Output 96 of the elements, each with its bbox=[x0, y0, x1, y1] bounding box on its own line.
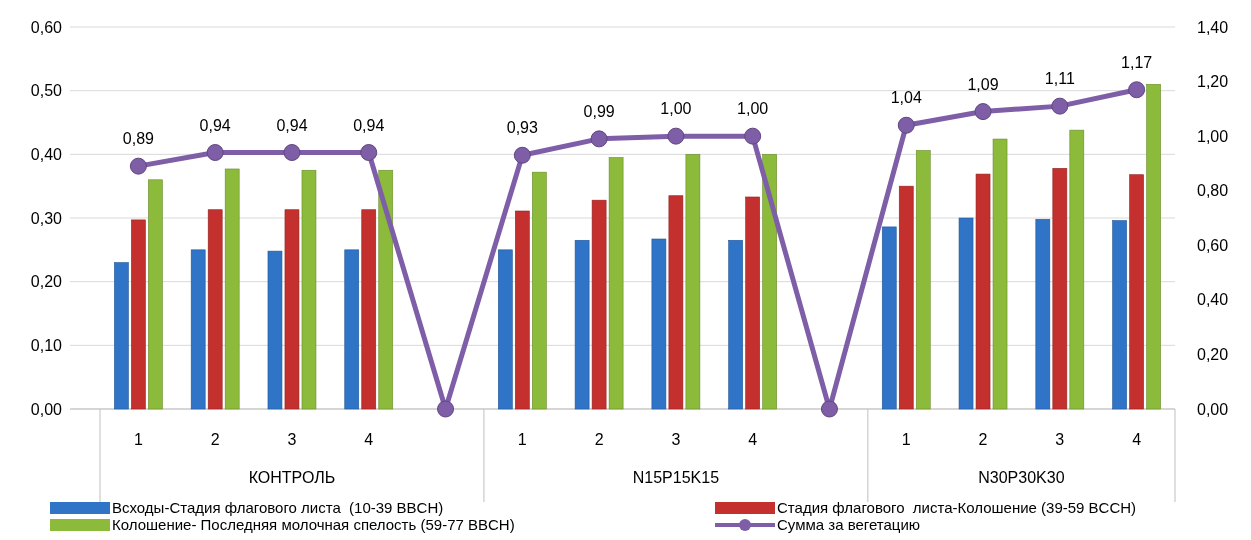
point bbox=[590, 130, 608, 148]
bar bbox=[1035, 218, 1051, 410]
data-label: 0,94 bbox=[353, 116, 385, 134]
bar bbox=[1052, 168, 1068, 410]
data-label: 1,17 bbox=[1121, 53, 1153, 71]
bar bbox=[685, 154, 701, 410]
x-tick-label: 3 bbox=[671, 431, 681, 448]
point bbox=[129, 157, 147, 175]
x-tick-label: 3 bbox=[287, 431, 297, 448]
bar bbox=[114, 262, 129, 410]
bar bbox=[608, 157, 624, 410]
point bbox=[667, 127, 685, 145]
x-tick-label: 2 bbox=[594, 431, 604, 448]
bar bbox=[651, 238, 667, 410]
text: КОНТРОЛЬ bbox=[248, 469, 336, 486]
point bbox=[283, 144, 301, 162]
bar bbox=[881, 226, 897, 410]
bar bbox=[762, 154, 777, 410]
data-label: 0,94 bbox=[199, 116, 231, 134]
legend-label: Колошение- Последняя молочная спелость (59-77 BBCH) bbox=[112, 516, 515, 534]
text: N30P30K30 bbox=[978, 469, 1065, 486]
x-tick-label: 4 bbox=[1132, 431, 1142, 448]
y-tick-label: 0,40 bbox=[30, 145, 63, 163]
bar bbox=[301, 169, 317, 410]
bar bbox=[728, 239, 743, 410]
bar bbox=[1069, 129, 1085, 410]
y-tick-label: 0,30 bbox=[30, 209, 63, 227]
point bbox=[513, 146, 531, 164]
data-label: 1,04 bbox=[890, 89, 922, 107]
bar bbox=[668, 195, 684, 410]
data-label: 1,11 bbox=[1044, 70, 1075, 88]
point bbox=[1051, 97, 1069, 115]
legend-label: Сумма за вегетацию bbox=[777, 516, 921, 534]
bar bbox=[515, 210, 530, 410]
bar bbox=[591, 199, 607, 410]
x-tick-label: 3 bbox=[1055, 431, 1065, 448]
bar bbox=[915, 150, 931, 410]
point bbox=[206, 144, 224, 162]
bar bbox=[992, 138, 1008, 410]
bar bbox=[190, 249, 206, 410]
bar bbox=[344, 249, 360, 410]
y2-tick-label: 0,80 bbox=[1197, 182, 1229, 200]
x-tick-label: 4 bbox=[748, 431, 758, 448]
y2-tick-label: 0,20 bbox=[1197, 346, 1229, 364]
legend-label: Стадия флагового листа-Колошение (39-59 BCCH) bbox=[777, 499, 1137, 517]
bar bbox=[958, 217, 974, 410]
bar bbox=[498, 249, 513, 410]
y-tick-label: 0,00 bbox=[30, 400, 63, 418]
text: N15P15K15 bbox=[632, 469, 720, 486]
point bbox=[437, 400, 455, 418]
bar bbox=[148, 179, 163, 410]
bar bbox=[745, 196, 760, 410]
bar bbox=[207, 209, 223, 410]
bar bbox=[1146, 84, 1161, 410]
bar bbox=[532, 171, 547, 410]
y2-tick-label: 1,20 bbox=[1197, 73, 1229, 91]
point bbox=[1128, 81, 1146, 99]
bar bbox=[131, 219, 146, 410]
bar bbox=[378, 169, 394, 410]
bar bbox=[224, 168, 240, 410]
bar bbox=[975, 173, 991, 410]
bar bbox=[267, 250, 283, 410]
x-tick-label: 2 bbox=[978, 431, 988, 448]
point bbox=[820, 400, 838, 418]
point bbox=[974, 103, 992, 121]
y-tick-label: 0,50 bbox=[30, 82, 63, 100]
x-tick-label: 1 bbox=[133, 431, 143, 448]
y-tick-label: 0,60 bbox=[30, 18, 63, 36]
y-tick-label: 0,20 bbox=[30, 273, 63, 291]
bar bbox=[574, 239, 590, 410]
y2-tick-label: 0,00 bbox=[1197, 400, 1229, 418]
y2-tick-label: 0,60 bbox=[1197, 236, 1229, 254]
data-label: 0,89 bbox=[122, 130, 155, 148]
data-label: 0,94 bbox=[276, 116, 308, 134]
y2-tick-label: 0,40 bbox=[1197, 291, 1229, 309]
bar bbox=[1129, 174, 1144, 410]
point bbox=[744, 127, 762, 145]
y2-tick-label: 1,40 bbox=[1197, 18, 1229, 36]
data-label: 1,00 bbox=[660, 100, 692, 118]
bar bbox=[284, 209, 300, 410]
data-label: 0,99 bbox=[583, 102, 615, 120]
point bbox=[360, 144, 378, 162]
x-tick-label: 4 bbox=[364, 431, 374, 448]
data-label: 1,09 bbox=[967, 75, 999, 93]
x-tick-label: 1 bbox=[901, 431, 911, 448]
y-tick-label: 0,10 bbox=[30, 336, 63, 354]
legend-label: Всходы-Стадия флагового листа (10-39 BBCH) bbox=[112, 499, 444, 517]
point bbox=[897, 116, 915, 134]
bar bbox=[1112, 220, 1127, 410]
bar bbox=[361, 209, 377, 410]
data-label: 1,00 bbox=[737, 100, 769, 118]
bar bbox=[898, 185, 914, 410]
x-tick-label: 2 bbox=[210, 431, 220, 448]
data-label: 0,93 bbox=[506, 119, 538, 137]
y2-tick-label: 1,00 bbox=[1197, 127, 1229, 145]
x-tick-label: 1 bbox=[517, 431, 527, 448]
